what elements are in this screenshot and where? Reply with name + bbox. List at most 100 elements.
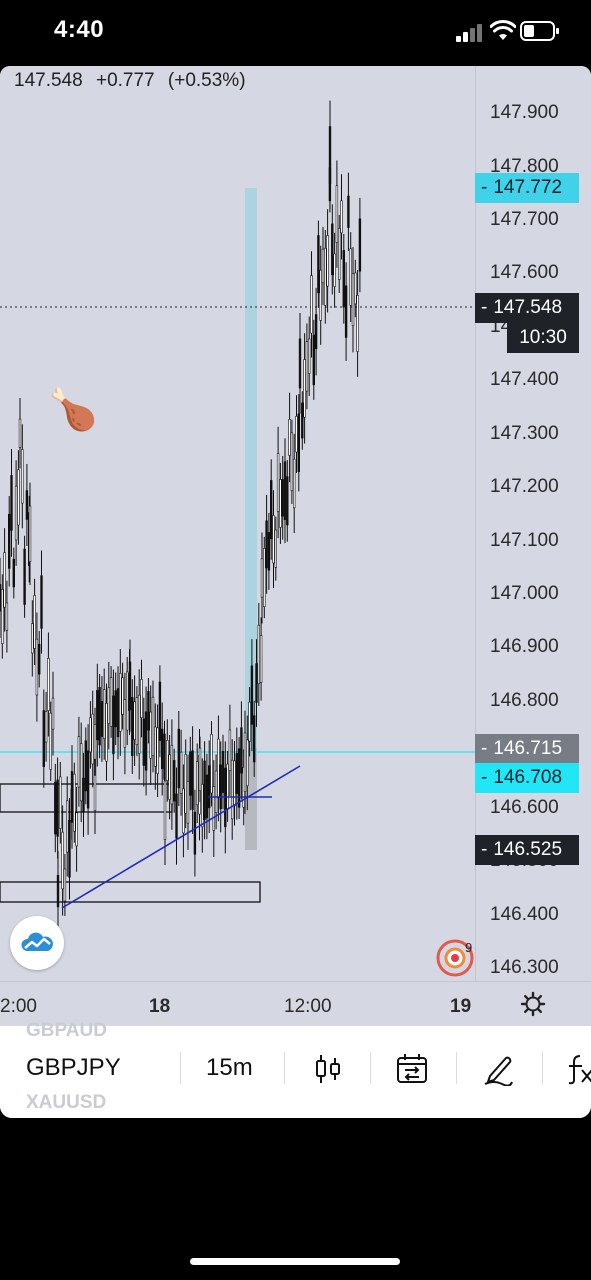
candle-body xyxy=(295,415,298,453)
candle-body xyxy=(173,760,176,802)
candle-body xyxy=(191,750,194,810)
current-price-tag: -147.548 xyxy=(475,293,579,323)
candle-body xyxy=(267,532,271,571)
candle-body xyxy=(243,732,247,792)
candle-body xyxy=(186,781,190,824)
interval-selector[interactable]: 15m xyxy=(206,1054,253,1081)
candle-body xyxy=(35,638,39,696)
candle-body xyxy=(219,764,222,810)
candle-body xyxy=(255,663,258,703)
chart-area[interactable]: 148.000 147.900 147.800 147.700 147.600 147.5… xyxy=(0,66,591,1027)
candlestick-icon[interactable] xyxy=(312,1052,344,1086)
candle-body xyxy=(297,413,300,472)
candle-body xyxy=(331,223,334,276)
candle-body xyxy=(212,786,215,831)
candle-body xyxy=(151,696,155,756)
zone-rectangle xyxy=(0,881,261,903)
candle-body xyxy=(121,677,124,715)
candle-body xyxy=(131,697,134,756)
candle-body xyxy=(237,748,241,808)
candle-body xyxy=(342,250,345,308)
drumstick-emoji-annotation[interactable]: 🍗 xyxy=(48,388,98,432)
candle-body xyxy=(91,713,94,765)
price-axis-label: 148.000 xyxy=(490,66,559,71)
candle-body xyxy=(89,717,92,753)
price-axis[interactable] xyxy=(475,66,591,981)
replay-calendar-icon[interactable] xyxy=(396,1052,428,1086)
candle-body xyxy=(161,728,164,770)
pen-draw-icon[interactable] xyxy=(482,1052,514,1086)
time-label-18: 18 xyxy=(149,996,171,1017)
candle-body xyxy=(214,770,218,813)
toolbar-divider xyxy=(456,1052,457,1084)
candle-body xyxy=(163,780,167,841)
candle-body xyxy=(189,751,192,796)
candle-body xyxy=(116,688,120,738)
candle-body xyxy=(283,461,287,521)
price-axis-label: 147.200 xyxy=(490,476,559,498)
candle-body xyxy=(96,690,99,741)
alert-badge-icon[interactable]: 9 xyxy=(435,938,475,978)
candle-body xyxy=(196,761,199,806)
candle-body xyxy=(231,759,234,820)
horizontal-line-price-tag: -146.708 xyxy=(475,763,579,793)
candle-body xyxy=(10,475,13,531)
toolbar-divider xyxy=(284,1052,285,1084)
toolbar-divider xyxy=(542,1052,543,1084)
candle-body xyxy=(201,783,204,828)
previous-symbol[interactable]: GBPAUD xyxy=(26,1020,107,1041)
fx-indicator-icon[interactable] xyxy=(566,1052,591,1086)
price-axis-label: 146.900 xyxy=(490,636,559,658)
candle-body xyxy=(82,777,85,813)
status-bar: 4:40 xyxy=(0,0,591,66)
candle-body xyxy=(290,432,294,492)
candle-body xyxy=(203,760,206,820)
candle-body xyxy=(25,490,29,520)
candle-body xyxy=(154,726,157,767)
candle-body xyxy=(14,485,18,541)
candle-body xyxy=(86,750,90,809)
candle-body xyxy=(272,515,275,564)
candle-body xyxy=(31,623,34,654)
home-indicator[interactable] xyxy=(190,1258,400,1265)
candle-body xyxy=(301,402,304,439)
last-price: 147.548 xyxy=(14,70,83,91)
price-chart[interactable] xyxy=(0,66,475,981)
candle-body xyxy=(33,595,36,649)
candle-body xyxy=(351,273,355,327)
candle-body xyxy=(312,334,315,386)
candle-body xyxy=(156,727,159,774)
candle-body xyxy=(281,479,284,517)
candle-body xyxy=(305,341,309,392)
high-price-tag: -147.772 xyxy=(475,173,579,203)
candle-body xyxy=(184,754,187,814)
candle-body xyxy=(54,781,57,835)
candle-body xyxy=(221,751,225,793)
candle-body xyxy=(279,479,282,528)
candle-body xyxy=(179,751,183,794)
candle-body xyxy=(250,665,254,725)
candle-body xyxy=(303,359,306,418)
candle-body xyxy=(349,248,352,306)
candle-body xyxy=(340,200,343,234)
app-logo-button[interactable] xyxy=(10,916,64,970)
level-price-tag: -146.715 xyxy=(475,734,579,764)
time-label-1200: 12:00 xyxy=(284,996,332,1017)
candle-body xyxy=(263,547,266,607)
candle-body xyxy=(328,126,332,184)
next-symbol[interactable]: XAUUSD xyxy=(26,1092,107,1113)
symbol-selector[interactable]: GBPJPY xyxy=(26,1054,121,1081)
candle-body xyxy=(93,724,97,760)
candle-body xyxy=(233,760,236,807)
candle-body xyxy=(269,480,273,539)
candle-body xyxy=(144,711,148,771)
candle-body xyxy=(292,458,296,509)
candle-body xyxy=(182,788,185,834)
alert-badge-count: 9 xyxy=(465,940,472,955)
time-axis[interactable] xyxy=(0,981,591,1027)
candle-body xyxy=(314,314,318,349)
chart-settings-gear-icon[interactable] xyxy=(520,991,546,1017)
candle-body xyxy=(70,771,74,823)
candle-body xyxy=(149,711,152,759)
candle-body xyxy=(68,820,71,878)
